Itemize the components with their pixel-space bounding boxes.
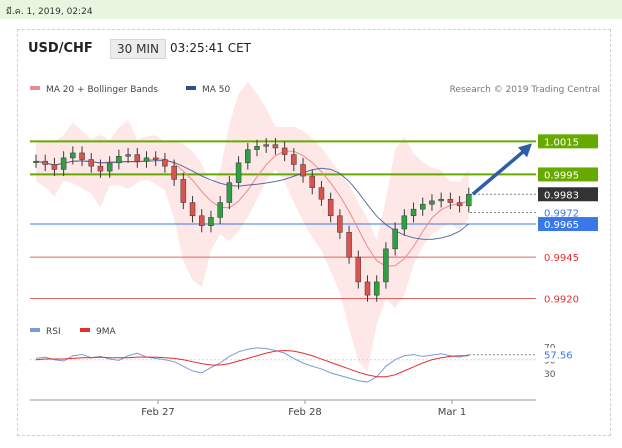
rsi-last-value: 57.56 [544, 351, 573, 362]
candle-body [309, 175, 315, 188]
candle-body [171, 165, 177, 180]
x-tick-label: Feb 28 [288, 407, 322, 418]
level-value-1-0015: 1.0015 [544, 137, 579, 148]
candle-body [364, 281, 371, 296]
rsi-line [35, 347, 469, 383]
candle-body [226, 182, 233, 203]
x-tick-label: Feb 27 [141, 407, 175, 418]
forecast-arrow-shaft [471, 148, 528, 196]
rsi-tick-label: 30 [544, 370, 556, 380]
candle-body [254, 146, 260, 150]
candle-body [70, 152, 76, 159]
candle-body [106, 162, 113, 172]
rsi-legend-swatch [30, 328, 40, 332]
level-value-0-9920: 0.9920 [544, 294, 579, 305]
candle-body [134, 154, 141, 162]
level-value-0-9983: 0.9983 [544, 190, 579, 201]
level-value-0-9965: 0.9965 [544, 220, 579, 231]
candle-body [373, 281, 380, 296]
level-value-0-9995: 0.9995 [544, 170, 579, 181]
candle-body [318, 187, 325, 200]
candle-body [79, 152, 85, 160]
forecast-arrow-head [518, 143, 532, 158]
level-tag-0-9995 [538, 167, 598, 182]
rsi-ma-legend-label: 9MA [96, 327, 116, 337]
candle-body [60, 157, 67, 170]
rsi-ma-legend-swatch [80, 328, 90, 332]
rsi-last-tag [538, 347, 578, 362]
datetime-label: มี.ค. 1, 2019, 02:24 [6, 7, 93, 17]
level-tag-0-9983 [538, 187, 598, 202]
level-value-0-9972: 0.9972 [544, 208, 579, 219]
candle-body [88, 159, 94, 167]
candle-body [235, 162, 242, 183]
candle-body [327, 198, 334, 217]
candle-body [410, 208, 417, 217]
level-tag-0-9972 [538, 205, 598, 220]
candle-body [143, 157, 150, 162]
rsi-ma-line [35, 350, 469, 378]
ma50-legend-swatch [186, 86, 196, 90]
candle-body [392, 228, 398, 250]
candle-body [401, 215, 408, 230]
candle-body [447, 198, 454, 203]
research-credit: Research © 2019 Trading Central [450, 85, 600, 95]
ma20-line [35, 150, 469, 267]
candle-body [180, 179, 187, 203]
level-tag-0-9965 [538, 217, 598, 232]
candle-body [429, 200, 435, 205]
candle-body [281, 147, 288, 155]
candle-body [162, 159, 168, 167]
chart-header: USD/CHF 30 MIN 03:25:41 CET [18, 30, 610, 68]
ma20-legend-swatch [30, 86, 40, 90]
candle-body [208, 217, 214, 226]
candle-body [272, 144, 279, 149]
chart-svg: MA 20 + Bollinger Bands MA 50 Research © 2… [30, 82, 600, 418]
candle-body [245, 149, 251, 164]
candle-body [337, 215, 343, 233]
candle-body [97, 165, 104, 172]
bollinger-band-area [36, 82, 469, 372]
candle-body [300, 164, 306, 177]
candle-body [42, 160, 48, 165]
level-tag-1-0015 [538, 134, 598, 149]
candle-body [189, 202, 196, 217]
candle-body [438, 198, 444, 202]
ma50-legend-label: MA 50 [202, 85, 231, 95]
ma20-legend-label: MA 20 + Bollinger Bands [46, 85, 158, 95]
date-bar: มี.ค. 1, 2019, 02:24 [0, 0, 622, 19]
chart-card: USD/CHF 30 MIN 03:25:41 CET MA 20 + Boll… [17, 29, 611, 436]
candle-body [217, 202, 223, 218]
level-tag-0-9945 [538, 250, 598, 265]
level-tag-0-9920 [538, 291, 598, 306]
time-label: 03:25:41 CET [170, 41, 251, 55]
candle-body [116, 155, 122, 164]
candle-body [51, 164, 58, 170]
symbol-label: USD/CHF [28, 41, 93, 56]
candle-body [125, 154, 131, 157]
candle-body [152, 157, 159, 160]
candle-body [199, 215, 205, 226]
candle-body [355, 256, 362, 283]
rsi-legend-label: RSI [46, 327, 61, 337]
candle-body [456, 202, 463, 207]
candle-body [383, 248, 389, 283]
candle-body [33, 160, 39, 163]
candle-body [263, 144, 269, 147]
x-tick-label: Mar 1 [438, 407, 466, 418]
candle-body [466, 194, 472, 207]
candle-body [291, 154, 297, 165]
candle-body [346, 232, 352, 258]
level-value-0-9945: 0.9945 [544, 253, 579, 264]
candle-body [420, 203, 426, 210]
timeframe-button[interactable]: 30 MIN [110, 39, 166, 59]
